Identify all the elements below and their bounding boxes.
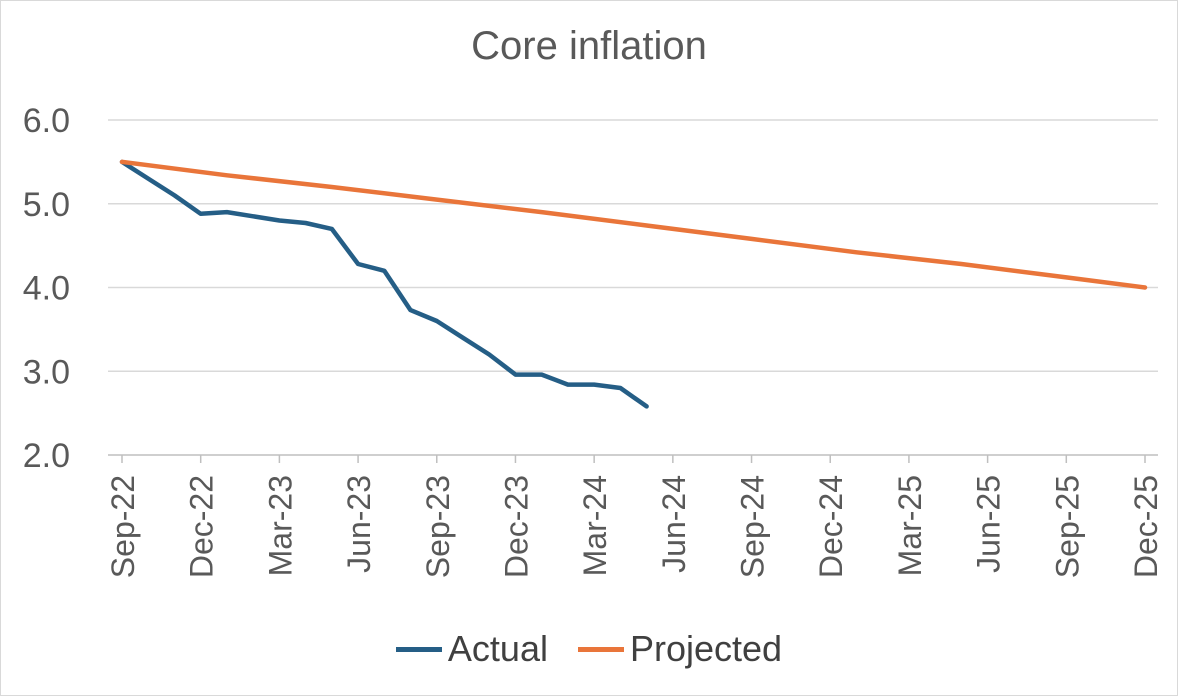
x-tick-label: Dec-25 — [1128, 475, 1164, 578]
legend-item-actual: Actual — [395, 628, 548, 670]
x-tick-label: Sep-25 — [1049, 475, 1085, 578]
y-tick-label: 4.0 — [23, 270, 70, 308]
legend-label-actual: Actual — [447, 628, 548, 669]
x-tick-label: Jun-24 — [656, 475, 692, 573]
legend-label-projected: Projected — [629, 628, 783, 669]
y-tick-label: 6.0 — [23, 102, 70, 140]
x-tick-label: Mar-23 — [262, 475, 298, 576]
x-tick-label: Sep-24 — [735, 475, 771, 578]
x-tick-label: Dec-22 — [184, 475, 220, 578]
y-tick-label: 5.0 — [23, 186, 70, 224]
series-line-actual — [119, 159, 649, 409]
x-tick-label: Dec-23 — [498, 475, 534, 578]
series-line-projected — [119, 159, 1148, 290]
chart-title: Core inflation — [471, 24, 707, 68]
x-tick-label: Mar-25 — [892, 475, 928, 576]
x-tick-label: Jun-25 — [971, 475, 1007, 573]
y-tick-label: 3.0 — [23, 353, 70, 391]
y-tick-label: 2.0 — [23, 437, 70, 475]
legend: Actual Projected — [0, 628, 1178, 670]
x-tick-label: Dec-24 — [813, 475, 849, 578]
x-tick-label: Sep-23 — [420, 475, 456, 578]
legend-swatch-projected — [577, 646, 624, 652]
x-tick-label: Sep-22 — [105, 475, 141, 578]
x-tick-label: Jun-23 — [341, 475, 377, 573]
legend-swatch-actual — [395, 646, 442, 652]
x-tick-label: Mar-24 — [577, 475, 613, 576]
legend-item-projected: Projected — [577, 628, 783, 670]
